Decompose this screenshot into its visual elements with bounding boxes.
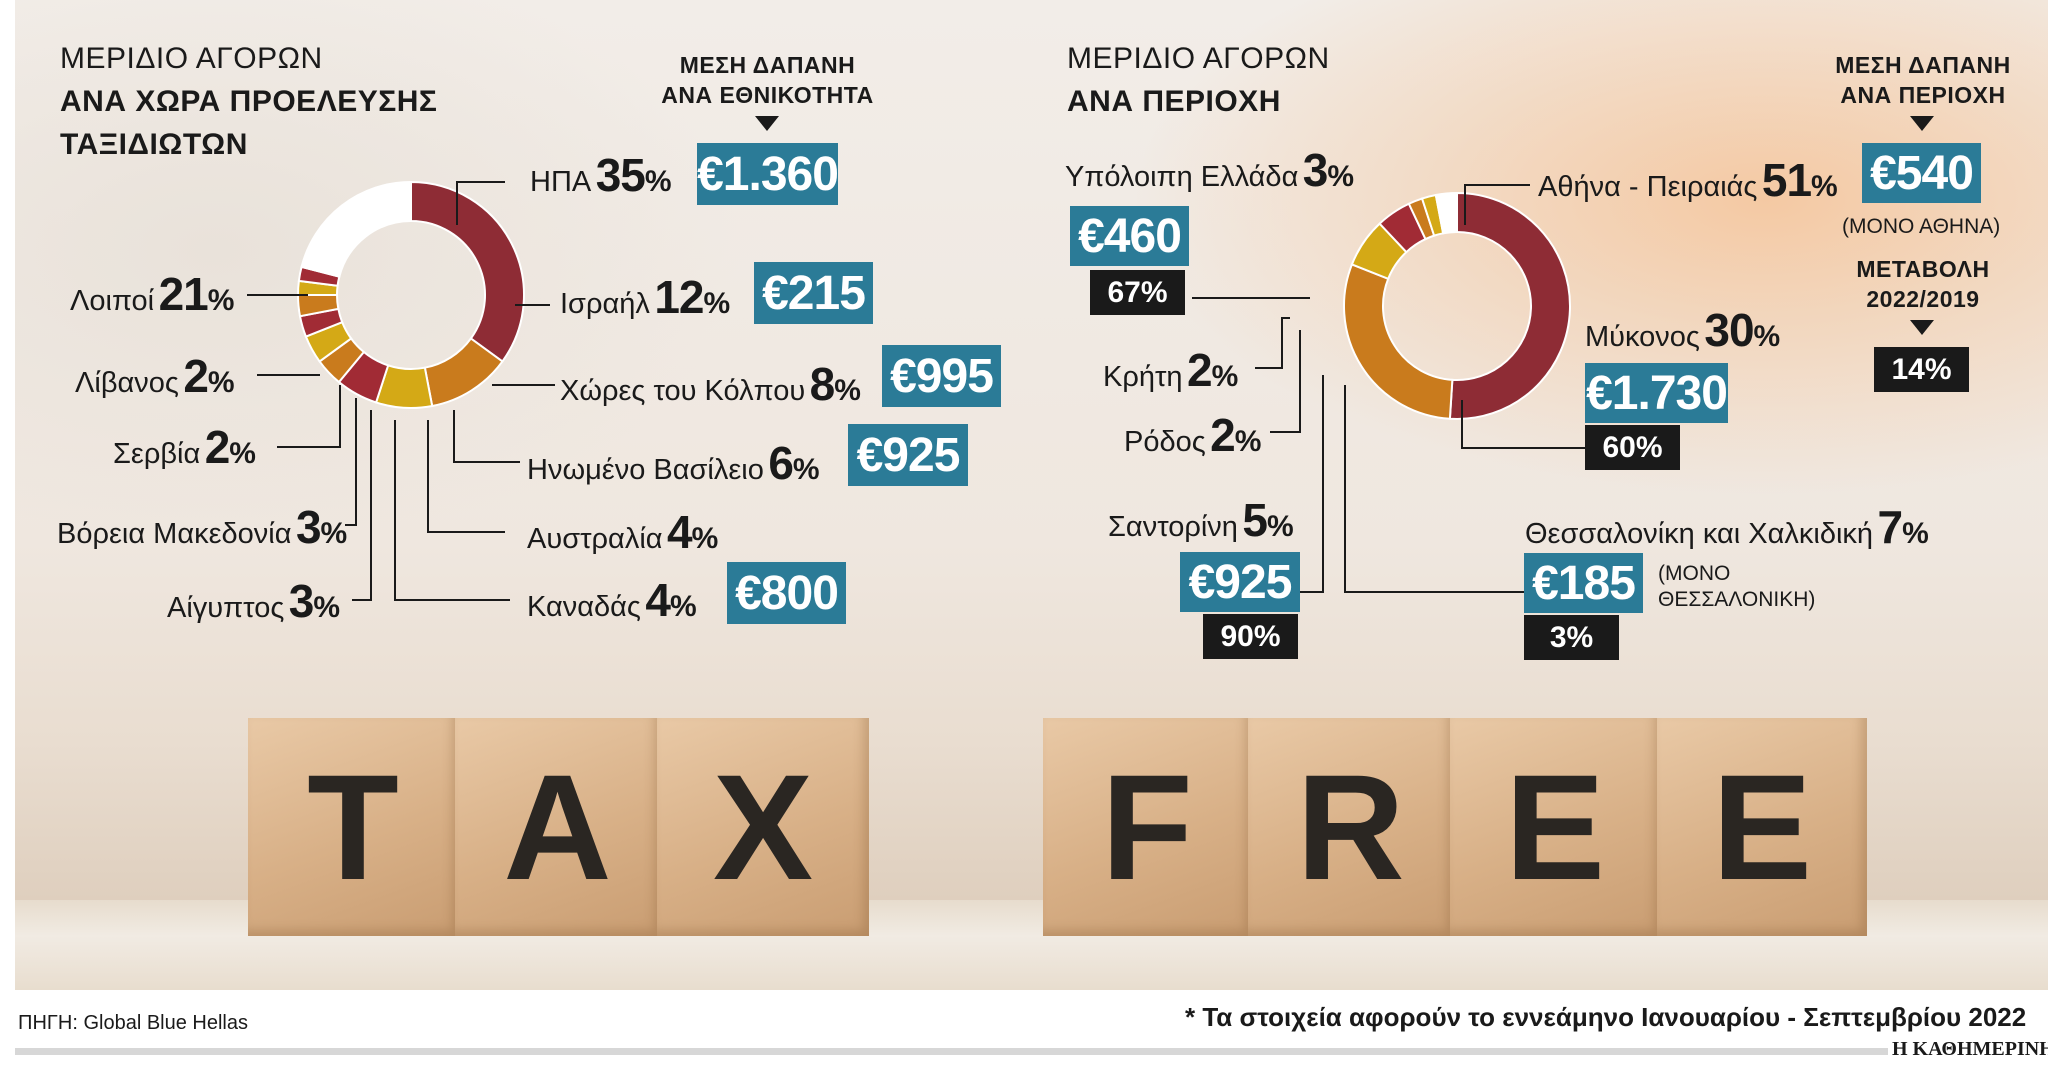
leader-nmacedonia <box>345 398 357 526</box>
spend-athens: €540 <box>1862 143 1981 203</box>
spend-us: €1.360 <box>697 143 839 205</box>
label-thess: Θεσσαλονίκη και Χαλκιδική 7% <box>1525 501 1929 553</box>
leader-lines <box>247 116 1934 601</box>
label-crete: Κρήτη 2% <box>1103 344 1239 396</box>
left-title-light: ΜΕΡΙΔΙΟ ΑΓΟΡΩΝ <box>60 42 323 75</box>
donut-left <box>296 180 525 409</box>
label-gulf: Χώρες του Κόλπου 8% <box>560 358 861 410</box>
cube-letter: E <box>1504 742 1606 911</box>
label-serbia: Σερβία 2% <box>113 421 256 473</box>
leader-egypt <box>352 410 372 601</box>
cube-f: F <box>1043 718 1251 936</box>
label-israel: Ισραήλ 12% <box>560 271 731 323</box>
cube-r: R <box>1248 718 1453 936</box>
spend-israel: €215 <box>754 262 873 324</box>
athens-note: (ΜΟΝΟ ΑΘΗΝΑ) <box>1842 215 2001 238</box>
source: ΠΗΓΗ: Global Blue Hellas <box>18 1012 248 1034</box>
slice-mykonos <box>1343 263 1454 420</box>
cube-a: A <box>455 718 660 936</box>
cube-letter: R <box>1296 742 1405 911</box>
leader-athens <box>1464 184 1530 225</box>
change-athens: 14% <box>1874 347 1969 392</box>
label-nmacedonia: Βόρεια Μακεδονία 3% <box>57 501 348 553</box>
spend-uk: €925 <box>848 424 968 486</box>
right-spend-title-2: ΑΝΑ ΠΕΡΙΟΧΗ <box>1840 82 2006 108</box>
slice-others <box>300 180 412 278</box>
leader-us <box>456 181 505 225</box>
thess-note-2: ΘΕΣΣΑΛΟΝΙΚΗ) <box>1658 588 1816 611</box>
leader-santorini <box>1300 375 1324 593</box>
spend-gulf: €995 <box>882 345 1001 407</box>
label-rest: Υπόλοιπη Ελλάδα 3% <box>1065 144 1355 196</box>
cube-letter: T <box>307 742 399 911</box>
arrow-left <box>755 116 779 131</box>
cube-e2: E <box>1657 718 1867 936</box>
leader-canada <box>394 420 510 601</box>
label-us: ΗΠΑ 35% <box>530 149 672 201</box>
right-title-light: ΜΕΡΙΔΙΟ ΑΓΟΡΩΝ <box>1067 42 1330 75</box>
cube-x: X <box>657 718 869 936</box>
leader-serbia <box>277 385 341 448</box>
cube-letter: A <box>503 742 612 911</box>
change-santorini: 90% <box>1203 614 1298 659</box>
label-santorini: Σαντορίνη 5% <box>1108 494 1294 546</box>
change-rest: 67% <box>1090 270 1185 315</box>
label-athens: Αθήνα - Πειραιάς 51% <box>1538 154 1838 206</box>
change-mykonos: 60% <box>1585 425 1680 470</box>
right-title-bold: ΑΝΑ ΠΕΡΙΟΧΗ <box>1067 85 1281 118</box>
left-title-bold-2: ΤΑΞΙΔΙΩΤΩΝ <box>60 128 248 161</box>
left-spend-title-2: ΑΝΑ ΕΘΝΙΚΟΤΗΤΑ <box>661 82 874 108</box>
label-lebanon: Λίβανος 2% <box>75 350 235 402</box>
label-uk: Ηνωμένο Βασίλειο 6% <box>527 437 820 489</box>
right-spend-title-1: ΜΕΣΗ ΔΑΠΑΝΗ <box>1835 52 2011 78</box>
leader-crete <box>1255 317 1290 369</box>
cube-e1: E <box>1450 718 1660 936</box>
label-canada: Καναδάς 4% <box>527 574 697 626</box>
cube-letter: X <box>712 742 814 911</box>
cube-letter: F <box>1101 742 1193 911</box>
slice-rest <box>1434 191 1458 235</box>
donut-right <box>1343 191 1571 420</box>
label-others: Λοιποί 21% <box>70 268 235 320</box>
cube-letter: E <box>1711 742 1813 911</box>
label-egypt: Αίγυπτος 3% <box>167 575 341 627</box>
slice-athens <box>1448 191 1571 420</box>
change-thess: 3% <box>1524 615 1619 660</box>
arrow-right-change <box>1910 320 1934 335</box>
left-title-bold-1: ΑΝΑ ΧΩΡΑ ΠΡΟΕΛΕΥΣΗΣ <box>60 85 438 118</box>
cube-t: T <box>248 718 458 936</box>
arrow-right-spend <box>1910 116 1934 131</box>
spend-thess: €185 <box>1524 553 1643 613</box>
spend-santorini: €925 <box>1180 552 1300 612</box>
spend-mykonos: €1.730 <box>1585 363 1728 423</box>
label-australia: Αυστραλία 4% <box>527 506 719 558</box>
slice-us <box>410 180 525 363</box>
leader-uk <box>453 410 520 463</box>
label-rhodes: Ρόδος 2% <box>1124 409 1262 461</box>
thess-note-1: (ΜΟΝΟ <box>1658 562 1731 585</box>
footer-rule <box>15 1048 2036 1055</box>
change-title-1: ΜΕΤΑΒΟΛΗ <box>1856 256 1990 282</box>
leader-mykonos <box>1461 400 1590 449</box>
spend-canada: €800 <box>727 562 846 624</box>
footnote: * Τα στοιχεία αφορούν το εννεάμηνο Ιανου… <box>1185 1002 2027 1032</box>
spend-rest: €460 <box>1070 206 1189 266</box>
left-spend-title-1: ΜΕΣΗ ΔΑΠΑΝΗ <box>679 52 856 78</box>
leader-australia <box>427 420 505 533</box>
change-title-2: 2022/2019 <box>1866 286 1980 312</box>
leader-thess <box>1344 385 1530 593</box>
leader-rhodes <box>1270 330 1301 433</box>
brand-logo: Η ΚΑΘΗΜΕΡΙΝΗ <box>1888 1038 2048 1061</box>
label-mykonos: Μύκονος 30% <box>1585 304 1781 356</box>
